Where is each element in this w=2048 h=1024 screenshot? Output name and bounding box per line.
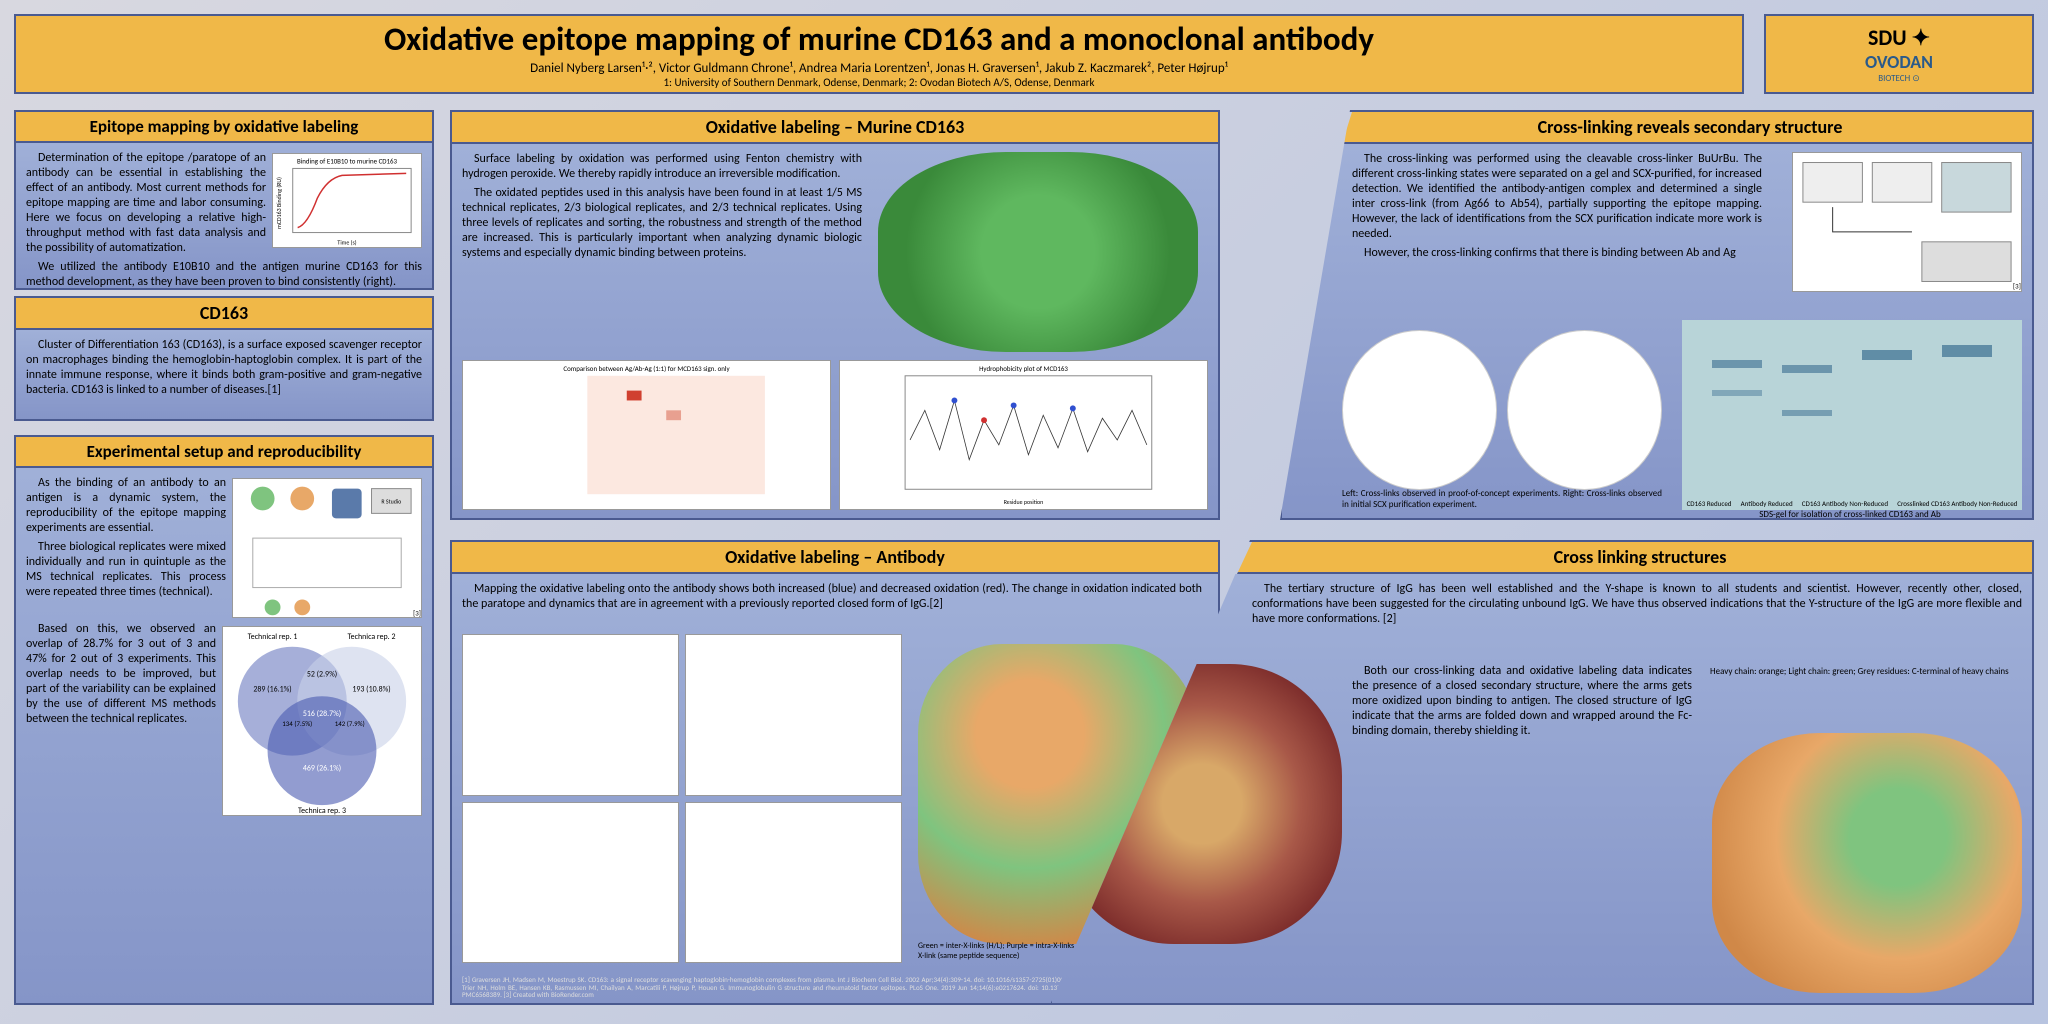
panel-exp-body: R Studio [3] As the binding of an antibo…: [16, 468, 432, 1003]
logo-box: SDU ✦ OVODAN BIOTECH ⊙: [1764, 14, 2034, 94]
cd163-p1: Cluster of Differentiation 163 (CD163), …: [26, 338, 422, 398]
svg-text:516 (28.7%): 516 (28.7%): [303, 709, 341, 719]
ab-hydro-l: [685, 802, 902, 964]
svg-text:142 (7.9%): 142 (7.9%): [335, 719, 365, 728]
binding-chart: Binding of E10B10 to murine CD163 Time (…: [272, 153, 422, 248]
ox-cd163-p1: Surface labeling by oxidation was perfor…: [462, 152, 862, 182]
epitope-p2: We utilized the antibody E10B10 and the …: [26, 260, 422, 288]
logo-sdu: SDU ✦: [1868, 24, 1930, 51]
svg-text:Residue position: Residue position: [1004, 498, 1044, 506]
igg-closed-structure: [1712, 733, 2022, 993]
svg-text:[3]: [3]: [2013, 281, 2021, 290]
svg-text:Comparison between Ag/Ab-Ag (1: Comparison between Ag/Ab-Ag (1:1) for MC…: [563, 364, 730, 373]
panel-exp-header: Experimental setup and reproducibility: [16, 437, 432, 468]
cross-struct-p1: The cross-linking was performed using th…: [1352, 152, 1762, 242]
svg-text:Technica rep. 2: Technica rep. 2: [348, 632, 396, 642]
svg-text:[3]: [3]: [413, 608, 421, 617]
panel-ox-cd163-body: Surface labeling by oxidation was perfor…: [452, 144, 1218, 518]
svg-text:Technica rep. 3: Technica rep. 3: [298, 806, 346, 816]
panel-epitope-body: Binding of E10B10 to murine CD163 Time (…: [16, 143, 432, 288]
panel-cross-struct-body: [3] The cross-linking was performed usin…: [1282, 144, 2032, 518]
circos-right: [1507, 330, 1662, 490]
panel-cd163-body: Cluster of Differentiation 163 (CD163), …: [16, 330, 432, 419]
hydrophobicity-plot: Hydrophobicity plot of MCD163 Residue po…: [839, 360, 1208, 510]
circos-caption: Left: Cross-links observed in proof-of-c…: [1342, 488, 1662, 510]
cd163-structure-3d: [878, 152, 1198, 352]
svg-text:mCD163 Binding (RU): mCD163 Binding (RU): [275, 177, 283, 229]
panel-cd163: CD163 Cluster of Differentiation 163 (CD…: [14, 296, 434, 421]
ox-cd163-charts: Comparison between Ag/Ab-Ag (1:1) for MC…: [462, 360, 1208, 510]
circos-plots: [1342, 330, 1662, 490]
poster-title: Oxidative epitope mapping of murine CD16…: [384, 19, 1374, 59]
cross-struct-p2: However, the cross-linking confirms that…: [1352, 246, 1762, 261]
comparison-heatmap: Comparison between Ag/Ab-Ag (1:1) for MC…: [462, 360, 831, 510]
antibody-charts-grid: [462, 634, 902, 963]
svg-text:52 (2.9%): 52 (2.9%): [307, 669, 337, 679]
svg-text:Time (s): Time (s): [337, 238, 356, 246]
panel-ox-cd163-header: Oxidative labeling – Murine CD163: [452, 112, 1218, 144]
panel-epitope: Epitope mapping by oxidative labeling Bi…: [14, 110, 434, 290]
svg-text:Technical rep. 1: Technical rep. 1: [248, 632, 298, 642]
svg-text:R Studio: R Studio: [381, 497, 401, 505]
circos-left: [1342, 330, 1497, 490]
logo-ovodan: OVODAN: [1865, 51, 1933, 73]
venn-diagram: Technical rep. 1 Technica rep. 2 289 (16…: [222, 626, 422, 816]
svg-text:289 (16.1%): 289 (16.1%): [253, 684, 291, 694]
ab-heatmap-h: [462, 634, 679, 796]
panel-epitope-header: Epitope mapping by oxidative labeling: [16, 112, 432, 143]
gel-caption: SDS-gel for isolation of cross-linked CD…: [1680, 509, 2020, 518]
ab-hydro-h: [685, 634, 902, 796]
logo-biotech: BIOTECH ⊙: [1878, 73, 1920, 84]
svg-text:Hydrophobicity plot of MCD163: Hydrophobicity plot of MCD163: [979, 364, 1068, 373]
workflow-diagram: R Studio [3]: [232, 478, 422, 618]
poster-authors: Daniel Nyberg Larsen¹·², Victor Guldmann…: [530, 61, 1228, 76]
svg-text:193 (10.8%): 193 (10.8%): [352, 684, 390, 694]
svg-text:134 (7.5%): 134 (7.5%): [282, 719, 312, 728]
ox-ab-p1: Mapping the oxidative labeling onto the …: [462, 582, 1202, 612]
ab-heatmap-l: [462, 802, 679, 964]
poster-header: Oxidative epitope mapping of murine CD16…: [14, 14, 1744, 94]
crosslink-workflow-diagram: [3]: [1792, 152, 2022, 292]
svg-text:469 (26.1%): 469 (26.1%): [303, 764, 341, 774]
sds-gel-image: CD163 Reduced Antibody Reduced CD163 Ant…: [1682, 320, 2022, 510]
ox-cd163-p2: The oxidated peptides used in this analy…: [462, 186, 862, 261]
panel-ox-cd163: Oxidative labeling – Murine CD163 Surfac…: [450, 110, 1220, 520]
poster-affiliations: 1: University of Southern Denmark, Odens…: [663, 76, 1094, 89]
panel-cross-struct-header: Cross-linking reveals secondary structur…: [1282, 112, 2032, 144]
svg-text:Binding of E10B10 to murine CD: Binding of E10B10 to murine CD163: [297, 157, 398, 166]
panel-cross-structure: Cross-linking reveals secondary structur…: [1280, 110, 2034, 520]
cross-link-p2: Both our cross-linking data and oxidativ…: [1352, 664, 1692, 739]
panel-cd163-header: CD163: [16, 298, 432, 330]
igg-caption: Heavy chain: orange; Light chain: green;…: [1710, 666, 2020, 677]
panel-ox-ab-header: Oxidative labeling – Antibody: [452, 542, 1218, 574]
panel-experimental: Experimental setup and reproducibility R…: [14, 435, 434, 1005]
